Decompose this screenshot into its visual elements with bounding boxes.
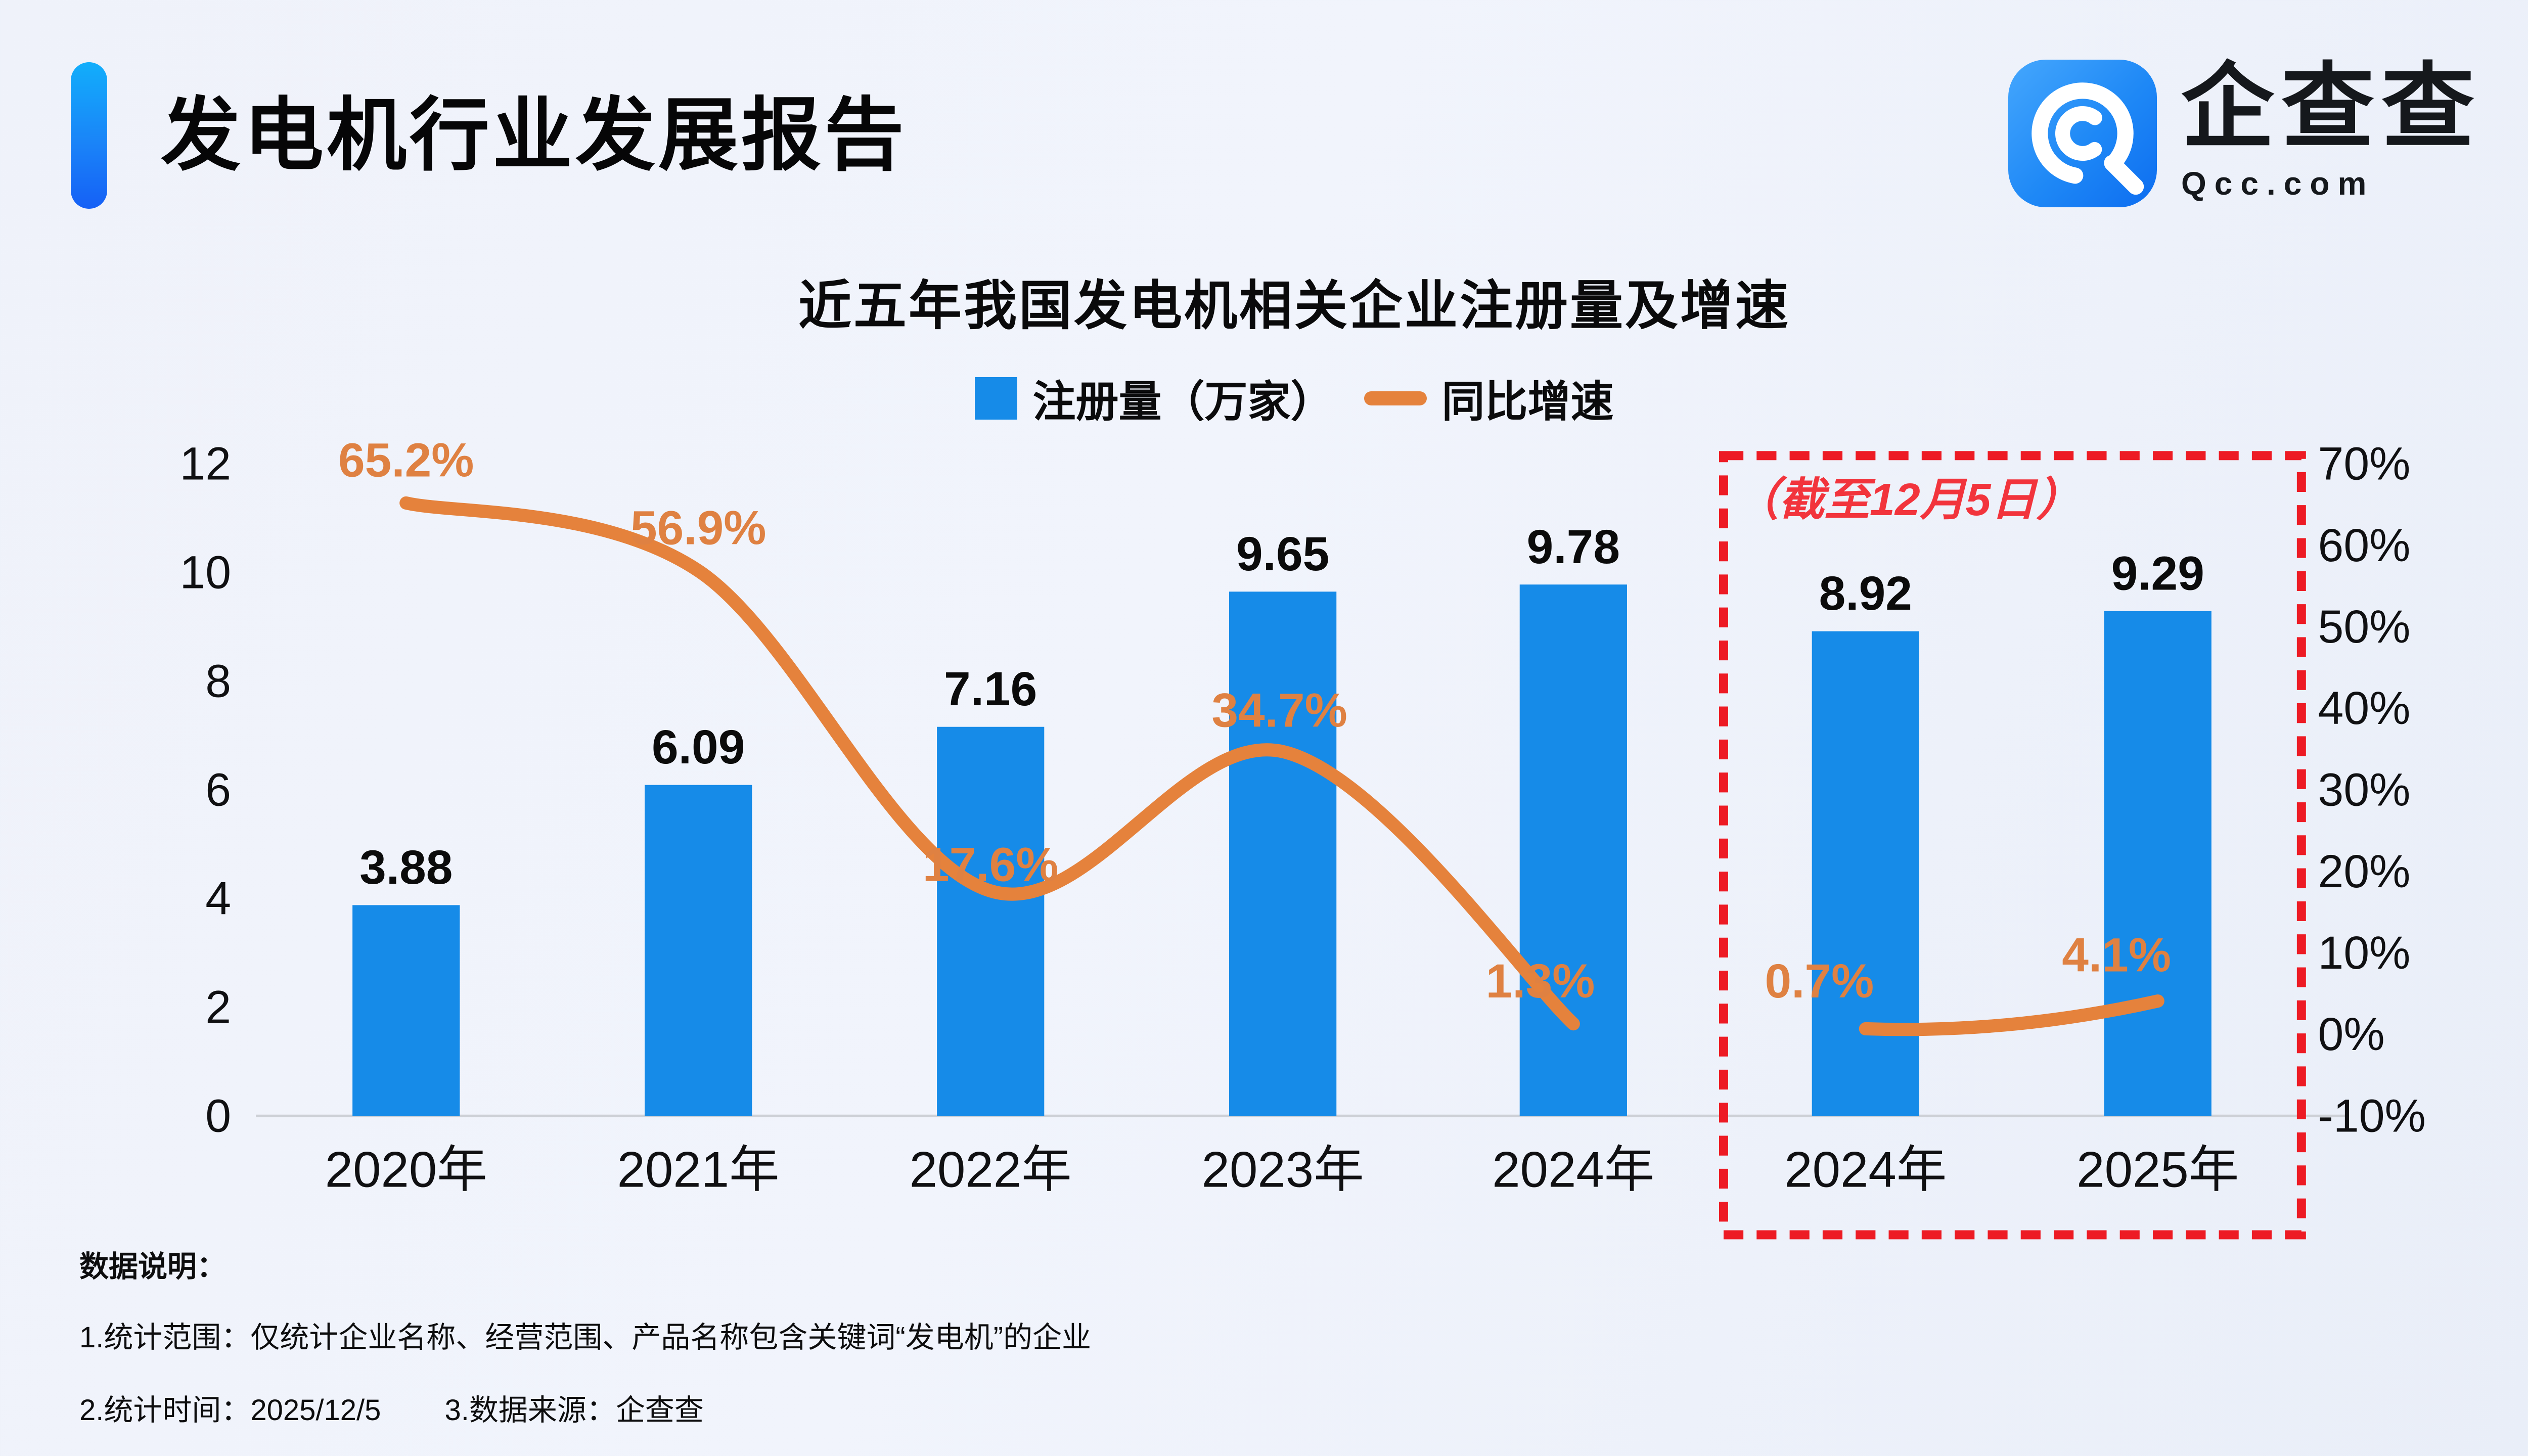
legend-item-growth: 同比增速 xyxy=(1364,367,1614,429)
footnote-source: 3.数据来源：企查查 xyxy=(444,1394,704,1427)
legend-label-growth: 同比增速 xyxy=(1441,378,1614,426)
left-tick-label: 8 xyxy=(205,656,231,707)
legend-item-registrations: 注册量（万家） xyxy=(975,367,1334,429)
bar-value-label: 9.78 xyxy=(1527,520,1620,574)
growth-label: 17.6% xyxy=(923,838,1058,892)
left-tick-label: 2 xyxy=(205,982,231,1033)
growth-label: 34.7% xyxy=(1211,684,1347,738)
growth-label: 56.9% xyxy=(630,502,766,555)
x-tick-label: 2022年 xyxy=(910,1142,1072,1198)
title-accent-bar xyxy=(71,62,107,209)
x-tick-label: 2024年 xyxy=(1492,1142,1654,1198)
bar-value-label: 8.92 xyxy=(1819,567,1912,620)
qcc-logo-text: 企查查 Qcc.com xyxy=(2181,55,2482,202)
x-tick-label: 2023年 xyxy=(1202,1142,1364,1198)
growth-label: 65.2% xyxy=(338,434,474,487)
right-tick-label: -10% xyxy=(2318,1090,2425,1142)
bar-0 xyxy=(352,905,460,1116)
page-title: 发电机行业发展报告 xyxy=(161,91,907,180)
bar-value-label: 9.29 xyxy=(2111,547,2204,600)
line-series-swatch xyxy=(1364,391,1427,405)
right-tick-label: 0% xyxy=(2318,1009,2384,1060)
growth-label: 0.7% xyxy=(1765,954,1874,1008)
right-tick-label: 10% xyxy=(2318,927,2410,979)
left-tick-label: 12 xyxy=(179,438,231,490)
x-tick-label: 2020年 xyxy=(325,1142,487,1198)
x-tick-label: 2025年 xyxy=(2076,1142,2239,1198)
x-tick-label: 2024年 xyxy=(1784,1142,1947,1198)
qcc-logo: 企查查 Qcc.com xyxy=(2008,55,2514,211)
chart-title: 近五年我国发电机相关企业注册量及增速 xyxy=(798,277,1790,336)
qcc-spiral-icon xyxy=(2032,82,2144,195)
bar-value-label: 9.65 xyxy=(1236,527,1329,581)
bar-6 xyxy=(2104,611,2211,1116)
qcc-logo-domain: Qcc.com xyxy=(2181,165,2375,202)
right-tick-label: 70% xyxy=(2318,438,2410,490)
right-tick-label: 50% xyxy=(2318,601,2410,653)
bar-2 xyxy=(937,726,1045,1116)
right-tick-label: 30% xyxy=(2318,764,2410,815)
x-tick-label: 2021年 xyxy=(617,1142,780,1198)
growth-label: 1.3% xyxy=(1486,954,1595,1008)
right-tick-label: 20% xyxy=(2318,846,2410,897)
legend-label-registrations: 注册量（万家） xyxy=(1032,378,1334,426)
growth-label: 4.1% xyxy=(2062,928,2171,982)
qcc-logo-icon xyxy=(2008,60,2157,207)
footnote-heading: 数据说明： xyxy=(79,1250,227,1283)
left-tick-label: 10 xyxy=(179,547,231,598)
qcc-logo-name: 企查查 xyxy=(2181,55,2482,159)
footnote-scope: 1.统计范围：仅统计企业名称、经营范围、产品名称包含关键词“发电机”的企业 xyxy=(79,1321,1092,1354)
growth-line-main xyxy=(399,496,1580,1031)
bar-value-label: 3.88 xyxy=(359,841,453,894)
right-tick-label: 40% xyxy=(2318,682,2410,734)
footnote-date: 2.统计时间：2025/12/5 xyxy=(79,1394,381,1427)
bar-5 xyxy=(1812,631,1919,1116)
left-tick-label: 6 xyxy=(205,764,231,815)
bar-series-swatch xyxy=(975,377,1018,420)
left-tick-label: 4 xyxy=(205,873,231,924)
bar-4 xyxy=(1519,584,1627,1116)
left-tick-label: 0 xyxy=(205,1090,231,1142)
footnote-date-source: 2.统计时间：2025/12/5 3.数据来源：企查查 xyxy=(79,1386,704,1429)
chart-legend: 注册量（万家） 同比增速 xyxy=(0,367,2528,429)
ytd-annotation-label: （截至12月5日） xyxy=(1734,475,2082,525)
bar-value-label: 7.16 xyxy=(944,662,1037,716)
bar-1 xyxy=(645,785,752,1116)
growth-line-ytd xyxy=(1859,994,2164,1036)
ytd-annotation-box xyxy=(1719,451,2306,1240)
bar-3 xyxy=(1229,592,1337,1116)
bar-value-label: 6.09 xyxy=(652,720,745,774)
right-tick-label: 60% xyxy=(2318,520,2410,571)
